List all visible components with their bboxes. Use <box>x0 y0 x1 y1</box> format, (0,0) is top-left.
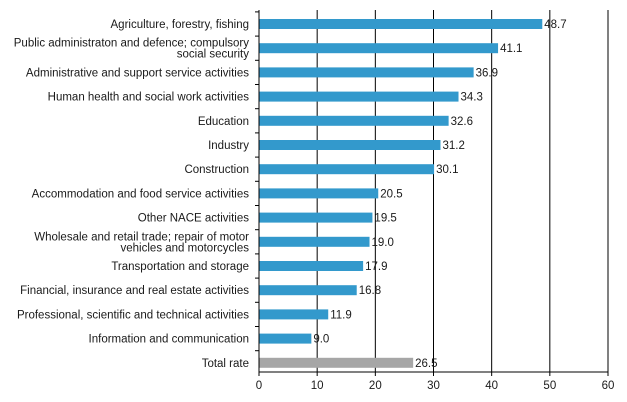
category-label-line: Financial, insurance and real estate act… <box>20 285 249 297</box>
bar-11 <box>259 285 357 296</box>
category-labels: Agriculture, forestry, fishing Public adm… <box>14 19 249 370</box>
value-label-2: 36.9 <box>476 67 498 79</box>
x-tick-label-10: 10 <box>311 380 324 392</box>
x-tick-label-30: 30 <box>427 380 440 392</box>
x-tick-label-60: 60 <box>602 380 615 392</box>
bar-9 <box>259 236 370 247</box>
value-label-5: 31.2 <box>442 140 464 152</box>
value-label-12: 11.9 <box>330 309 352 321</box>
category-label-line: social security <box>177 49 249 61</box>
category-label-line: Construction <box>184 164 249 176</box>
value-label-6: 30.1 <box>436 164 458 176</box>
value-label-10: 17.9 <box>365 261 387 273</box>
category-label-line: Total rate <box>202 358 249 370</box>
category-label-line: Education <box>198 116 249 128</box>
category-label-8: Other NACE activities <box>138 213 249 225</box>
category-label-5: Industry <box>208 140 249 152</box>
value-label-7: 20.5 <box>380 188 402 200</box>
axes <box>255 10 609 376</box>
x-tick-label-0: 0 <box>256 380 262 392</box>
bar-0 <box>259 19 543 29</box>
category-label-line: Transportation and storage <box>111 261 249 273</box>
bar-13 <box>259 333 312 344</box>
category-label-13: Information and communication <box>89 334 249 346</box>
category-label-line: Administrative and support service activ… <box>26 67 249 79</box>
bar-1 <box>259 43 499 54</box>
x-tick-label-40: 40 <box>485 380 498 392</box>
category-label-2: Administrative and support service activ… <box>26 67 249 79</box>
x-tick-label-50: 50 <box>543 380 556 392</box>
category-label-0: Agriculture, forestry, fishing <box>111 19 249 31</box>
bars <box>259 19 543 368</box>
bar-7 <box>259 188 379 199</box>
value-label-8: 19.5 <box>374 213 396 225</box>
category-label-line: Wholesale and retail trade; repair of mo… <box>34 231 249 243</box>
category-label-11: Financial, insurance and real estate act… <box>20 285 249 297</box>
category-label-3: Human health and social work activities <box>48 92 250 104</box>
value-label-4: 32.6 <box>451 116 473 128</box>
category-label-14: Total rate <box>202 358 249 370</box>
value-label-1: 41.1 <box>500 43 522 55</box>
category-label-1: Public administraton and defence; compul… <box>14 38 249 61</box>
bar-5 <box>259 140 441 150</box>
category-label-7: Accommodation and food service activitie… <box>32 188 250 200</box>
category-label-line: Agriculture, forestry, fishing <box>111 19 249 31</box>
category-label-4: Education <box>198 116 249 128</box>
value-label-3: 34.3 <box>461 92 483 104</box>
category-label-9: Wholesale and retail trade; repair of mo… <box>34 231 249 254</box>
category-label-10: Transportation and storage <box>111 261 249 273</box>
bar-6 <box>259 164 435 175</box>
tick-labels: 0 10 20 30 40 50 60 <box>256 380 615 392</box>
category-label-line: Industry <box>208 140 249 152</box>
category-label-12: Professional, scientific and technical a… <box>17 309 249 321</box>
bar-10 <box>259 261 364 271</box>
bar-2 <box>259 67 474 78</box>
value-label-0: 48.7 <box>544 19 566 31</box>
value-label-11: 16.8 <box>359 285 381 297</box>
category-label-line: Professional, scientific and technical a… <box>17 309 249 321</box>
value-label-9: 19.0 <box>372 237 394 249</box>
category-label-line: Other NACE activities <box>138 213 249 225</box>
bar-3 <box>259 91 459 102</box>
bar-4 <box>259 115 449 126</box>
value-label-13: 9.0 <box>313 334 329 346</box>
category-label-line: Information and communication <box>89 334 249 346</box>
bar-14 <box>259 357 414 368</box>
value-labels: 48.7 41.136.9 34.3 32.6 31.2 30.1 20.5 19.5 19.0… <box>313 19 566 370</box>
category-label-6: Construction <box>184 164 249 176</box>
bar-8 <box>259 212 373 223</box>
category-label-line: Human health and social work activities <box>48 92 250 104</box>
category-label-line: Public administraton and defence; compul… <box>14 38 249 50</box>
value-label-14: 26.5 <box>415 358 437 370</box>
category-label-line: Accommodation and food service activitie… <box>32 188 250 200</box>
bar-12 <box>259 309 329 320</box>
x-tick-label-20: 20 <box>369 380 382 392</box>
category-label-line: vehicles and motorcycles <box>121 242 250 254</box>
